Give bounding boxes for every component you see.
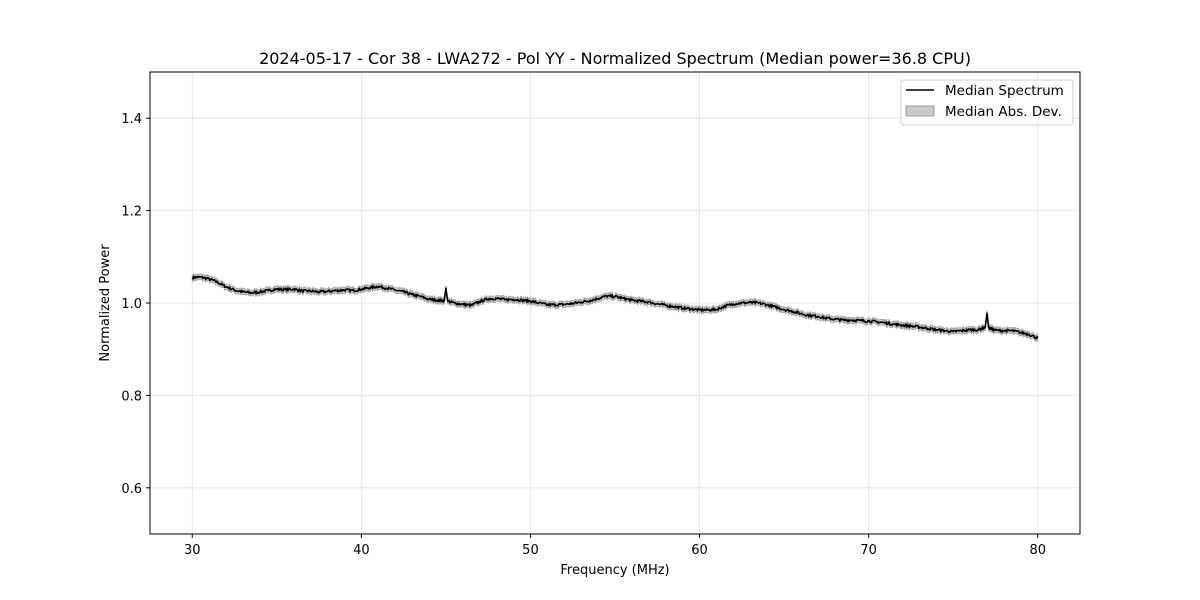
y-axis-label: Normalized Power <box>98 244 113 362</box>
legend-mad-label: Median Abs. Dev. <box>945 104 1062 120</box>
x-tick-label: 30 <box>184 543 201 558</box>
x-tick-label: 40 <box>353 543 370 558</box>
x-tick-label: 60 <box>691 543 708 558</box>
y-tick-label: 1.4 <box>121 112 142 127</box>
x-tick-label: 50 <box>522 543 539 558</box>
y-axis-ticks: 0.6 0.8 1.0 1.2 1.4 <box>121 112 150 497</box>
x-axis-label: Frequency (MHz) <box>560 563 669 578</box>
chart-title: 2024-05-17 - Cor 38 - LWA272 - Pol YY - … <box>259 49 971 68</box>
legend-frame <box>900 79 1074 126</box>
y-tick-label: 1.2 <box>121 205 142 220</box>
y-tick-label: 1.0 <box>121 297 142 312</box>
median-spectrum-line <box>191 275 1039 340</box>
y-tick-label: 0.8 <box>121 389 142 404</box>
legend-mad-swatch <box>905 105 935 117</box>
legend-median-label: Median Spectrum <box>945 83 1064 99</box>
x-tick-label: 70 <box>860 543 877 558</box>
x-tick-label: 80 <box>1029 543 1046 558</box>
x-axis-ticks: 30 40 50 60 70 80 <box>184 534 1046 558</box>
y-tick-label: 0.6 <box>121 482 142 497</box>
legend: Median Spectrum Median Abs. Dev. <box>900 79 1074 126</box>
